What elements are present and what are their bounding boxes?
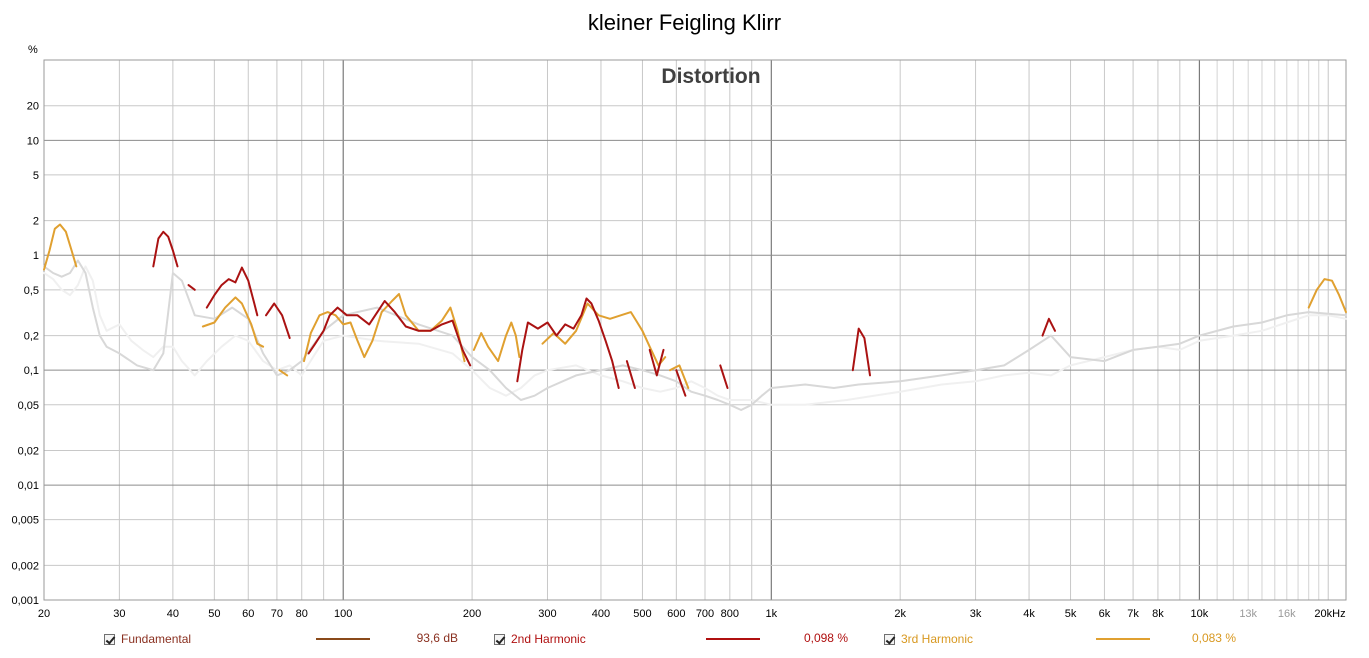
series-line-3rd-harmonic <box>1307 278 1347 314</box>
y-tick-label: 0,005 <box>11 515 39 527</box>
3rd-harmonic-checkbox[interactable] <box>884 633 895 645</box>
x-tick-label: 400 <box>592 608 610 620</box>
series-line-3rd-harmonic <box>278 369 289 377</box>
series-line-2nd-harmonic <box>516 297 620 389</box>
series-line-2nd-harmonic <box>187 284 196 291</box>
y-tick-label: 5 <box>33 170 39 182</box>
series-line-3rd-harmonic <box>472 321 521 363</box>
chart-title: kleiner Feigling Klirr <box>587 10 782 35</box>
x-tick-label: 700 <box>696 608 714 620</box>
series-line-2nd-harmonic <box>152 230 179 268</box>
series-line-3rd-harmonic <box>201 296 265 348</box>
x-tick-label: 10k <box>1191 608 1209 620</box>
x-tick-label: 500 <box>633 608 651 620</box>
legend-value-2nd-harmonic: 0,098 % <box>803 631 848 645</box>
legend-item-3rd-harmonic[interactable]: 3rd Harmonic <box>884 630 973 648</box>
x-tick-label: 2k <box>894 608 906 620</box>
2nd-harmonic-checkbox[interactable] <box>494 633 505 645</box>
y-tick-label: 20 <box>27 101 39 113</box>
x-tick-label: 4k <box>1023 608 1035 620</box>
x-tick-label: 50 <box>208 608 220 620</box>
legend-label-fundamental: Fundamental <box>121 632 192 646</box>
x-tick-label: 70 <box>271 608 283 620</box>
x-tick-label: 8k <box>1152 608 1164 620</box>
legend-swatch-3rd-harmonic <box>1096 638 1150 640</box>
series-line-3rd-harmonic <box>541 302 667 367</box>
fundamental-checkbox[interactable] <box>104 633 115 645</box>
legend-value-3rd-harmonic: 0,083 % <box>1191 631 1236 645</box>
series-line-3rd-harmonic <box>43 265 1347 406</box>
y-tick-label: 1 <box>33 250 39 262</box>
x-tick-label: 800 <box>721 608 739 620</box>
series-line-3rd-harmonic <box>43 223 78 271</box>
x-tick-label: 40 <box>167 608 179 620</box>
legend-value-fundamental: 93,6 dB <box>416 631 458 645</box>
legend-label-2nd-harmonic: 2nd Harmonic <box>511 632 586 646</box>
series-line-2nd-harmonic <box>625 360 636 389</box>
y-tick-label: 0,2 <box>24 331 39 343</box>
legend-item-fundamental[interactable]: Fundamental <box>104 630 191 648</box>
y-tick-label: 0,05 <box>18 400 39 412</box>
y-tick-label: 0,1 <box>24 365 39 377</box>
series-line-3rd-harmonic <box>303 293 466 363</box>
series-line-2nd-harmonic <box>675 369 687 397</box>
x-tick-label: 13k <box>1239 608 1257 620</box>
series-line-2nd-harmonic <box>851 327 871 377</box>
y-unit-label: % <box>28 44 38 56</box>
x-tick-label: 6k <box>1099 608 1111 620</box>
y-tick-label: 0,001 <box>11 595 39 607</box>
x-tick-label: 80 <box>296 608 308 620</box>
x-tick-label: 60 <box>242 608 254 620</box>
y-tick-label: 0,02 <box>18 445 39 457</box>
x-tick-label: 7k <box>1127 608 1139 620</box>
series-line-2nd-harmonic <box>1041 317 1056 337</box>
series-line-2nd-harmonic <box>648 348 665 377</box>
x-tick-label: 3k <box>970 608 982 620</box>
x-tick-label: 30 <box>113 608 125 620</box>
series-line-2nd-harmonic <box>719 364 729 389</box>
x-tick-label: 300 <box>538 608 556 620</box>
plot-title: Distortion <box>661 65 760 88</box>
series-line-2nd-harmonic <box>43 259 1347 411</box>
x-tick-label: 16k <box>1278 608 1296 620</box>
x-tick-label: 100 <box>334 608 352 620</box>
x-tick-label: 20 <box>38 608 50 620</box>
series-line-2nd-harmonic <box>307 300 472 367</box>
x-tick-label: 20kHz <box>1314 608 1345 620</box>
y-tick-label: 0,002 <box>11 560 39 572</box>
plot-background <box>44 60 1346 600</box>
x-tick-label: 5k <box>1065 608 1077 620</box>
y-tick-label: 0,5 <box>24 285 39 297</box>
series-line-2nd-harmonic <box>205 266 259 317</box>
series-line-3rd-harmonic <box>669 364 690 389</box>
legend-swatch-2nd-harmonic <box>706 638 760 640</box>
y-tick-label: 10 <box>27 135 39 147</box>
legend-item-2nd-harmonic[interactable]: 2nd Harmonic <box>494 630 586 648</box>
y-tick-label: 0,01 <box>18 480 39 492</box>
y-tick-label: 2 <box>33 216 39 228</box>
plot-frame <box>43 59 1347 601</box>
series-line-2nd-harmonic <box>265 302 291 340</box>
x-tick-label: 600 <box>667 608 685 620</box>
x-tick-label: 200 <box>463 608 481 620</box>
legend-swatch-fundamental <box>316 638 370 640</box>
x-tick-label: 1k <box>766 608 778 620</box>
distortion-chart: 0,001 0,002 0,005 0,01 0,02 0,05 0,1 0,2 0,5 1 2 5 1… <box>11 44 1347 620</box>
legend-label-3rd-harmonic: 3rd Harmonic <box>901 632 974 646</box>
